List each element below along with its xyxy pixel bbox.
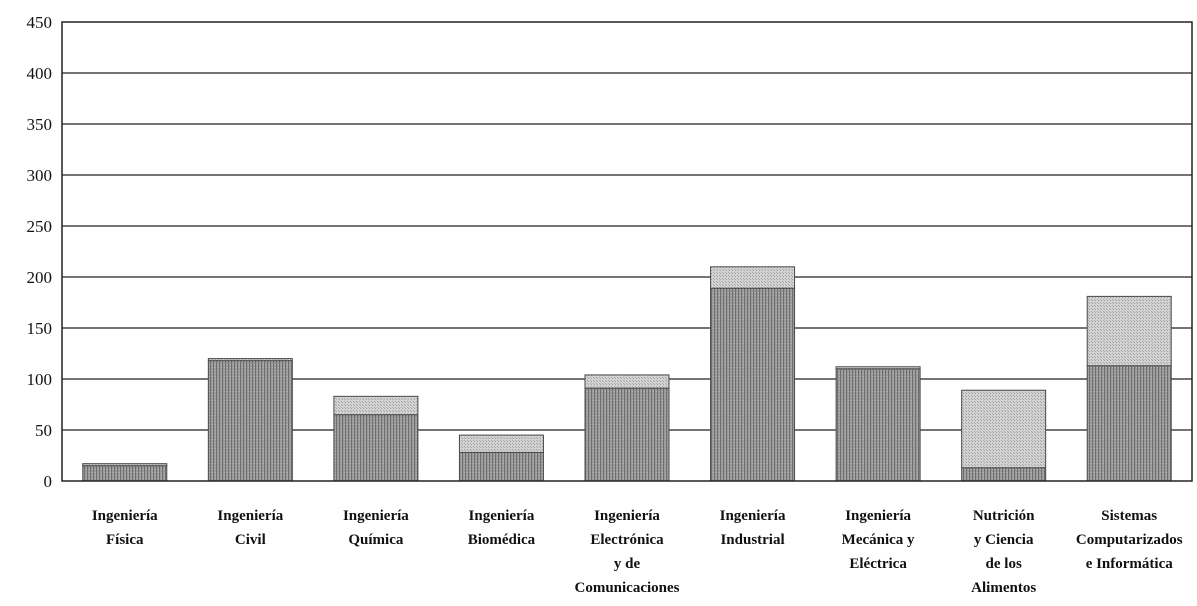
y-axis-ticks: 0 50 100 150 200 250 300 350 400 450 [27, 13, 53, 491]
y-tick-label: 50 [35, 421, 52, 440]
x-category-line: Física [106, 532, 144, 548]
x-category-line: Eléctrica [849, 556, 907, 572]
bar-segment-series-2 [961, 389, 1047, 469]
x-category-label: Nutrición y Ciencia de los Alimentos [971, 508, 1036, 596]
bar-segment-series-1 [207, 360, 293, 482]
bar-segment-series-2 [1086, 295, 1172, 367]
y-tick-label: 250 [27, 217, 53, 236]
y-tick-label: 400 [27, 64, 53, 83]
x-category-line: Electrónica [590, 532, 664, 548]
bar-segment-series-1 [1086, 365, 1172, 482]
x-category-label: Ingeniería Civil [217, 508, 283, 548]
x-category-line: y Ciencia [974, 532, 1034, 548]
x-category-line: Ingeniería [217, 508, 283, 524]
bar-segment-series-1 [584, 387, 670, 482]
x-category-label: Ingeniería Física [92, 508, 158, 548]
bar-segment-series-2 [333, 395, 419, 416]
bar-segment-series-2 [458, 434, 544, 453]
x-category-line: Ingeniería [92, 508, 158, 524]
x-category-line: de los [986, 556, 1022, 572]
x-category-line: Ingeniería [469, 508, 535, 524]
y-tick-label: 200 [27, 268, 53, 287]
x-category-label: Sistemas Computarizados e Informática [1076, 508, 1183, 572]
y-tick-label: 450 [27, 13, 53, 32]
x-category-line: Biomédica [468, 532, 536, 548]
bar-segment-series-2 [835, 366, 921, 370]
y-tick-label: 100 [27, 370, 53, 389]
x-category-line: y de [614, 556, 641, 572]
x-category-line: Química [348, 532, 403, 548]
bar-segment-series-2 [82, 463, 168, 467]
x-category-label: Ingeniería Química [343, 508, 409, 548]
x-category-line: e Informática [1086, 556, 1174, 572]
x-category-line: Civil [235, 532, 266, 548]
bar-segment-series-2 [710, 266, 796, 289]
y-tick-label: 150 [27, 319, 53, 338]
bar-segment-series-1 [458, 451, 544, 482]
y-tick-label: 300 [27, 166, 53, 185]
plot-frame [61, 21, 1193, 482]
bar-segment-series-2 [207, 358, 293, 362]
bar-segment-series-1 [333, 414, 419, 482]
bar-segment-series-1 [835, 368, 921, 482]
x-category-line: Ingeniería [594, 508, 660, 524]
x-category-label: Ingeniería Mecánica y Eléctrica [842, 508, 915, 572]
x-category-line: Alimentos [971, 580, 1036, 596]
x-category-line: Mecánica y [842, 532, 915, 548]
x-category-line: Industrial [720, 532, 784, 548]
bar-segment-series-2 [584, 374, 670, 389]
x-category-line: Ingeniería [343, 508, 409, 524]
bars [82, 266, 1172, 482]
plot-border [61, 21, 1193, 482]
bar-segment-series-1 [710, 287, 796, 482]
y-tick-label: 350 [27, 115, 53, 134]
x-category-line: Ingeniería [845, 508, 911, 524]
x-category-line: Nutrición [973, 508, 1035, 524]
x-category-label: Ingeniería Electrónica y de Comunicaciones [575, 508, 680, 596]
x-category-line: Sistemas [1101, 508, 1157, 524]
x-category-label: Ingeniería Biomédica [468, 508, 536, 548]
x-category-line: Ingeniería [720, 508, 786, 524]
bar-segment-series-1 [82, 465, 168, 482]
bar-segment-series-1 [961, 467, 1047, 482]
x-category-line: Computarizados [1076, 532, 1183, 548]
x-category-line: Comunicaciones [575, 580, 680, 596]
x-category-label: Ingeniería Industrial [720, 508, 786, 548]
y-tick-label: 0 [44, 472, 53, 491]
